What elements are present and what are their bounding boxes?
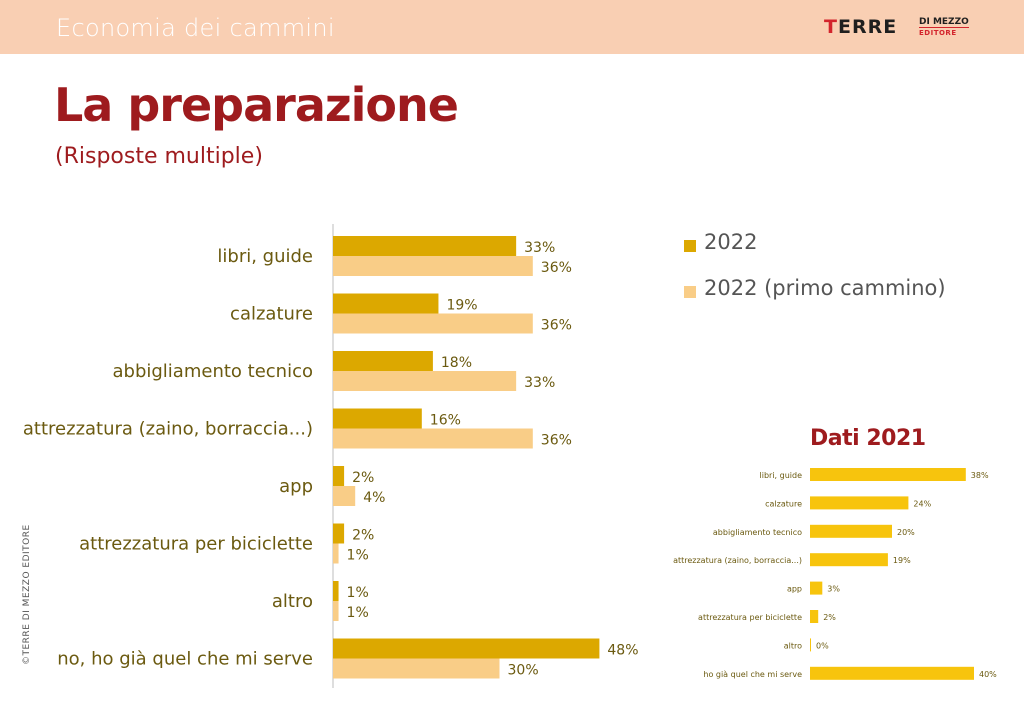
main-category-label-no-ho-gi-quel-che-mi-serve: no, ho già quel che mi serve bbox=[57, 649, 313, 670]
logo-sub-dimezzo: DI MEZZO bbox=[919, 17, 969, 28]
inset-category-label-calzature: calzature bbox=[765, 499, 802, 508]
page-subtitle: (Risposte multiple) bbox=[55, 144, 263, 169]
main-value-label-2022-attrezzatura-zaino-borraccia: 16% bbox=[430, 413, 461, 429]
main-bar-2022-altro bbox=[333, 581, 339, 601]
main-value-label-2022-primo-cammino-altro: 1% bbox=[347, 605, 369, 621]
main-category-label-abbigliamento-tecnico: abbigliamento tecnico bbox=[113, 361, 314, 382]
logo-t: T bbox=[824, 16, 838, 38]
legend-swatch-2022 bbox=[684, 240, 696, 252]
inset-bar-libri-guide bbox=[810, 468, 966, 481]
logo-wordmark: TERRE bbox=[824, 16, 897, 38]
inset-value-label-ho-gi-quel-che-mi-serve: 40% bbox=[979, 670, 997, 679]
logo-sub-editore: EDITORE bbox=[919, 29, 957, 37]
main-value-label-2022-abbigliamento-tecnico: 18% bbox=[441, 355, 472, 371]
main-bar-chart: libri, guide 33% 36% calzature 19% 36% abbigli… bbox=[23, 224, 639, 688]
main-category-label-calzature: calzature bbox=[230, 304, 313, 325]
main-value-label-2022-no-ho-gi-quel-che-mi-serve: 48% bbox=[607, 643, 638, 659]
main-bar-2022-primo-cammino-attrezzatura-per-biciclette bbox=[333, 543, 339, 564]
inset-category-label-attrezzatura-per-biciclette: attrezzatura per biciclette bbox=[698, 613, 802, 622]
inset-value-label-abbigliamento-tecnico: 20% bbox=[897, 528, 915, 537]
inset-value-label-app: 3% bbox=[827, 585, 840, 594]
main-bar-2022-primo-cammino-attrezzatura-zaino-borraccia bbox=[333, 428, 533, 449]
inset-bar-app bbox=[810, 581, 823, 595]
legend-label-primo-cammino: 2022 (primo cammino) bbox=[704, 276, 946, 300]
main-bar-2022-primo-cammino-app bbox=[333, 486, 356, 506]
inset-bar-abbigliamento-tecnico bbox=[810, 524, 892, 538]
main-category-label-libri-guide: libri, guide bbox=[217, 246, 313, 267]
main-value-label-2022-libri-guide: 33% bbox=[524, 240, 555, 256]
main-category-label-attrezzatura-per-biciclette: attrezzatura per biciclette bbox=[79, 534, 313, 555]
main-bar-2022-primo-cammino-no-ho-gi-quel-che-mi-serve bbox=[333, 658, 500, 679]
inset-category-label-abbigliamento-tecnico: abbigliamento tecnico bbox=[713, 528, 802, 537]
main-value-label-2022-app: 2% bbox=[352, 470, 374, 486]
main-bar-2022-primo-cammino-abbigliamento-tecnico bbox=[333, 371, 517, 391]
inset-bar-attrezzatura-per-biciclette bbox=[810, 610, 819, 623]
main-bar-2022-libri-guide bbox=[333, 236, 517, 256]
inset-bar-calzature bbox=[810, 496, 909, 510]
inset-value-label-attrezzatura-zaino-borraccia: 19% bbox=[893, 556, 911, 565]
inset-bar-attrezzatura-zaino-borraccia bbox=[810, 553, 888, 567]
main-value-label-2022-primo-cammino-calzature: 36% bbox=[541, 318, 572, 334]
main-value-label-2022-altro: 1% bbox=[347, 585, 369, 601]
inset-bar-altro bbox=[810, 638, 811, 652]
main-bar-2022-calzature bbox=[333, 293, 439, 314]
inset-value-label-altro: 0% bbox=[816, 641, 829, 650]
header-bar: Economia dei cammini TERRE DI MEZZO EDIT… bbox=[0, 0, 1024, 54]
legend-swatch-primo-cammino bbox=[684, 286, 696, 298]
inset-value-label-attrezzatura-per-biciclette: 2% bbox=[823, 613, 836, 622]
main-value-label-2022-primo-cammino-no-ho-gi-quel-che-mi-serve: 30% bbox=[508, 663, 539, 679]
main-bar-2022-app bbox=[333, 466, 345, 486]
inset-chart-title: Dati 2021 bbox=[810, 426, 926, 451]
inset-value-label-libri-guide: 38% bbox=[971, 471, 989, 480]
inset-category-label-altro: altro bbox=[784, 641, 802, 650]
main-value-label-2022-primo-cammino-app: 4% bbox=[363, 490, 385, 506]
inset-category-label-attrezzatura-zaino-borraccia: attrezzatura (zaino, borraccia...) bbox=[673, 556, 802, 565]
main-bar-2022-abbigliamento-tecnico bbox=[333, 351, 433, 371]
main-value-label-2022-primo-cammino-attrezzatura-zaino-borraccia: 36% bbox=[541, 433, 572, 449]
section-title: Economia dei cammini bbox=[56, 14, 335, 42]
inset-category-label-libri-guide: libri, guide bbox=[760, 471, 803, 480]
main-value-label-2022-primo-cammino-libri-guide: 36% bbox=[541, 260, 572, 276]
legend-label-2022: 2022 bbox=[704, 230, 758, 254]
main-bar-2022-attrezzatura-per-biciclette bbox=[333, 523, 345, 544]
main-bar-2022-primo-cammino-calzature bbox=[333, 313, 533, 334]
logo-erre: ERRE bbox=[837, 16, 898, 38]
main-bar-2022-no-ho-gi-quel-che-mi-serve bbox=[333, 638, 600, 659]
inset-bar-ho-gi-quel-che-mi-serve bbox=[810, 666, 974, 680]
main-value-label-2022-primo-cammino-attrezzatura-per-biciclette: 1% bbox=[347, 548, 369, 564]
main-value-label-2022-calzature: 19% bbox=[446, 298, 477, 314]
main-category-label-app: app bbox=[279, 476, 313, 497]
inset-category-label-app: app bbox=[787, 585, 802, 594]
main-value-label-2022-attrezzatura-per-biciclette: 2% bbox=[352, 528, 374, 544]
main-category-label-attrezzatura-zaino-borraccia: attrezzatura (zaino, borraccia...) bbox=[23, 419, 313, 440]
inset-category-label-ho-gi-quel-che-mi-serve: ho già quel che mi serve bbox=[703, 670, 802, 679]
main-bar-2022-primo-cammino-libri-guide bbox=[333, 256, 533, 276]
inset-value-label-calzature: 24% bbox=[913, 499, 931, 508]
main-category-label-altro: altro bbox=[272, 591, 313, 612]
page-title: La preparazione bbox=[54, 78, 459, 132]
main-bar-2022-primo-cammino-altro bbox=[333, 601, 339, 621]
inset-bar-chart-2021: libri, guide 38% calzature 24% abbigliamento… bbox=[673, 468, 997, 680]
main-bar-2022-attrezzatura-zaino-borraccia bbox=[333, 408, 422, 429]
main-value-label-2022-primo-cammino-abbigliamento-tecnico: 33% bbox=[524, 375, 555, 391]
